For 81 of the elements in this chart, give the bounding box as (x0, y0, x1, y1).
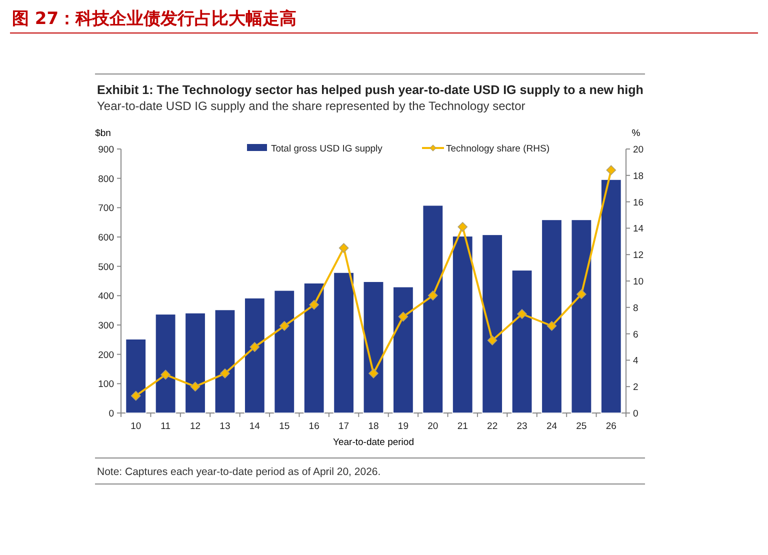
point (220, 368, 230, 378)
point (338, 243, 349, 253)
point (130, 390, 141, 401)
point (279, 320, 290, 331)
bar (422, 204, 444, 414)
y2-tick-label: 4 (633, 356, 638, 367)
y2-tick-label: 6 (633, 329, 638, 340)
point (517, 309, 527, 319)
y-axis-title: $bn (95, 128, 111, 139)
bar (600, 179, 622, 414)
y-tick-label: 700 (98, 203, 114, 214)
bar (512, 270, 533, 414)
bar (363, 281, 384, 414)
y-tick-label: 400 (98, 291, 114, 302)
bar (155, 314, 176, 414)
y2-tick-label: 16 (633, 197, 644, 208)
y2-tick-label: 20 (633, 144, 644, 156)
bar (214, 309, 236, 414)
bar (392, 286, 414, 414)
point (606, 165, 616, 176)
x-tick-label: 13 (220, 421, 230, 432)
x-tick-label: 11 (160, 421, 170, 432)
point (546, 320, 557, 331)
point (487, 336, 498, 346)
bar (244, 298, 266, 414)
y2-tick-label: 0 (633, 408, 638, 420)
y-tick-label: 300 (98, 320, 114, 332)
point (458, 222, 468, 232)
text: Note: Captures each year-to-date period as of April 20, 2026. (97, 466, 381, 478)
x-tick-label: 22 (487, 421, 498, 432)
y2-axis-title: % (632, 128, 641, 139)
x-tick-label: 20 (428, 421, 438, 432)
y2-tick-label: 12 (633, 250, 644, 262)
bar (333, 272, 354, 414)
y2-tick-label: 2 (633, 382, 638, 394)
x-tick-label: 17 (338, 421, 350, 432)
point (576, 289, 586, 300)
bar (570, 219, 592, 414)
x-tick-label: 23 (516, 421, 528, 432)
point (428, 290, 438, 300)
y-tick-label: 800 (98, 174, 114, 185)
y2-tick-label: 8 (633, 302, 638, 314)
x-tick-label: 16 (308, 421, 320, 432)
x-tick-label: 21 (457, 421, 468, 432)
y-tick-label: 900 (98, 144, 114, 156)
bar (184, 312, 206, 414)
x-tick-label: 24 (546, 421, 558, 432)
legend-label: Total gross USD IG supply (271, 144, 383, 154)
y-tick-label: 600 (98, 232, 114, 244)
x-tick-label: 26 (606, 421, 616, 432)
y-tick-label: 0 (108, 408, 114, 420)
y2-tick-label: 18 (633, 170, 644, 182)
point (160, 370, 170, 380)
point (368, 368, 378, 378)
x-tick-label: 12 (190, 421, 201, 432)
point (250, 342, 260, 352)
bar (274, 290, 295, 414)
x-axis-title: Year-to-date period (333, 437, 414, 448)
x-tick-label: 25 (576, 421, 587, 432)
bar (482, 234, 503, 414)
chart-title: 图 27：科技企业债发行占比大幅走高 (12, 9, 297, 29)
point (190, 382, 200, 392)
bar (452, 236, 474, 414)
bar (541, 219, 562, 414)
legend-label: Technology share (RHS) (446, 144, 550, 154)
y-tick-label: 100 (98, 379, 114, 390)
chart-subtitle: Exhibit 1: The Technology sector has helped push year-to-date USD IG supply to a new high (97, 83, 644, 97)
y2-tick-label: 10 (633, 276, 644, 288)
point (309, 300, 319, 310)
y2-tick-label: 14 (633, 224, 644, 235)
y-tick-label: 200 (98, 350, 114, 361)
point (398, 312, 408, 322)
y-tick-label: 500 (98, 262, 114, 273)
x-tick-label: 14 (249, 421, 260, 432)
x-tick-label: 19 (398, 421, 408, 432)
x-tick-label: 18 (368, 421, 379, 432)
bar (304, 282, 325, 414)
bar (125, 338, 146, 414)
text: Year-to-date USD IG supply and the share represented by the Technology sector (97, 99, 526, 113)
x-tick-label: 15 (279, 421, 290, 432)
x-tick-label: 10 (130, 421, 142, 432)
